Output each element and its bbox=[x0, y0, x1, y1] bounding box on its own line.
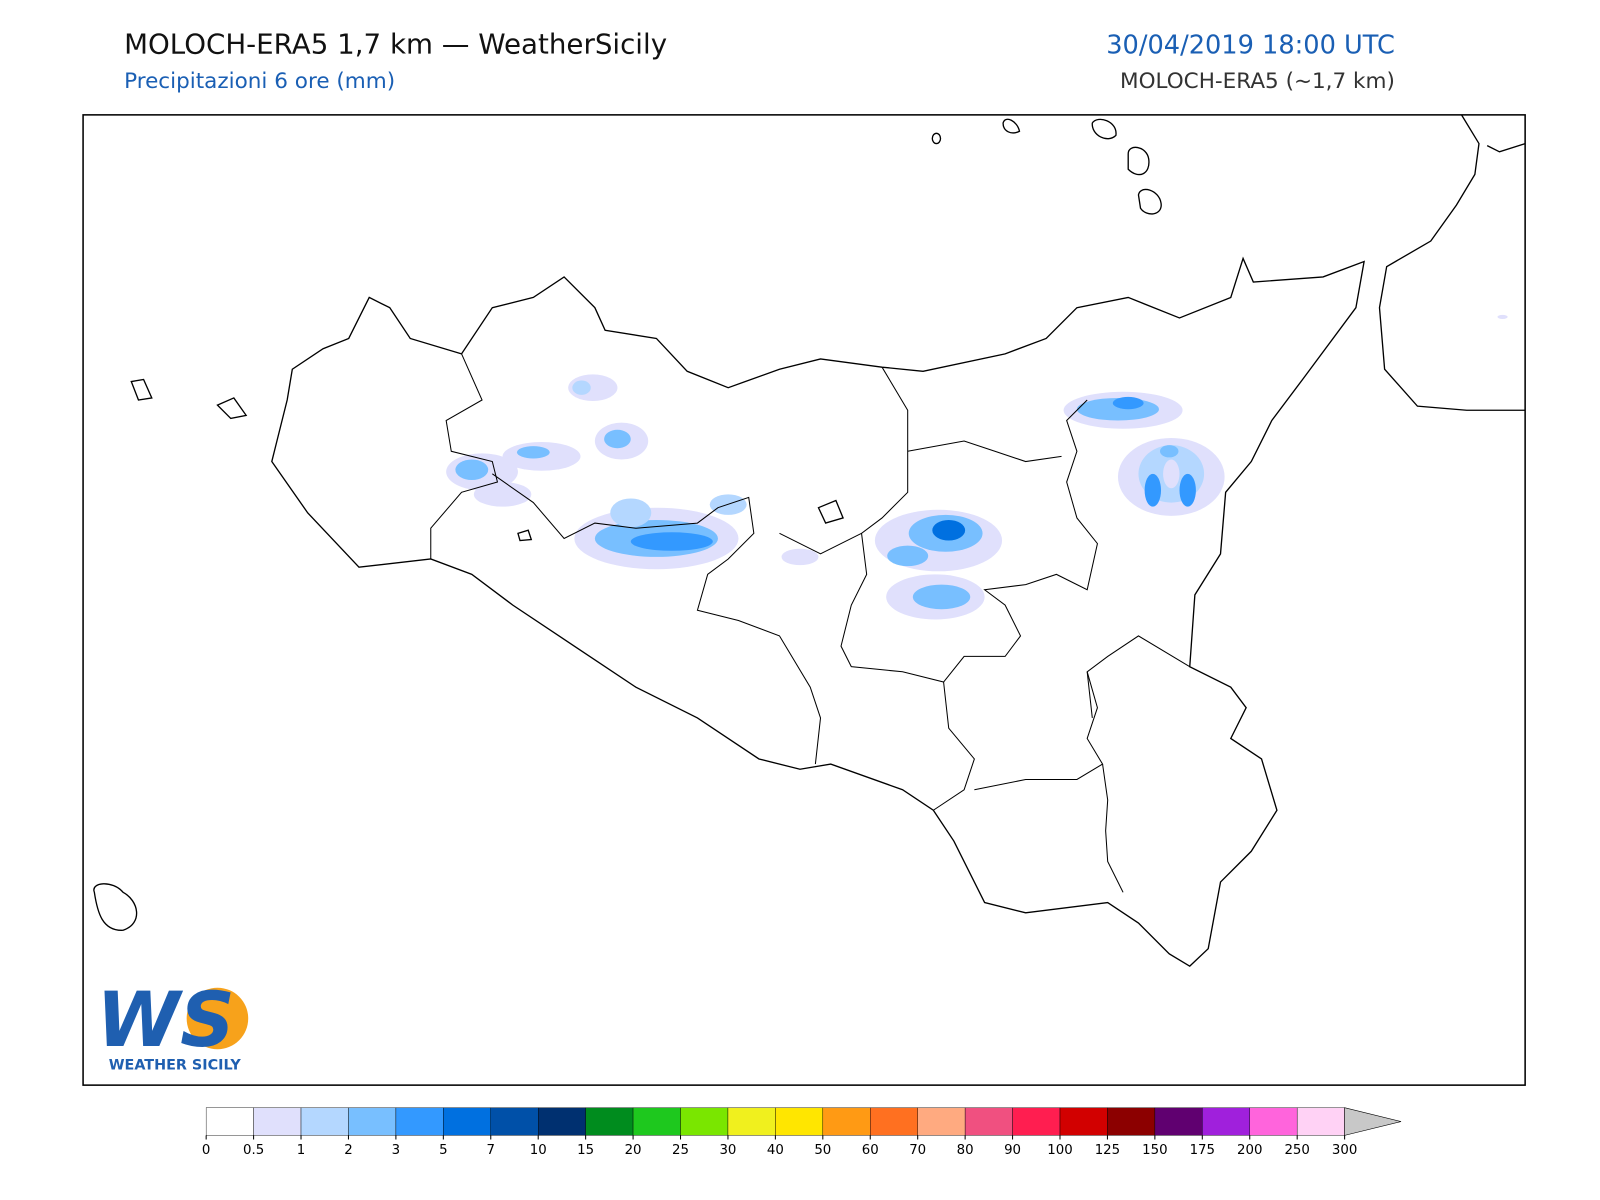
colorbar-segment bbox=[632, 1107, 681, 1136]
colorbar-tick-label: 15 bbox=[577, 1143, 594, 1158]
colorbar-segment bbox=[727, 1107, 776, 1136]
precipitation bbox=[446, 314, 1508, 620]
colorbar-tick-label: 175 bbox=[1190, 1143, 1215, 1158]
colorbar-tick-label: 2 bbox=[344, 1143, 352, 1158]
logo: WS WEATHER SICILY bbox=[96, 976, 249, 1074]
colorbar-tick-label: 80 bbox=[957, 1143, 974, 1158]
colorbar-tick-label: 20 bbox=[625, 1143, 642, 1158]
colorbar-segment bbox=[1154, 1107, 1203, 1136]
colorbar-tick-label: 1 bbox=[297, 1143, 305, 1158]
colorbar-tick-label: 5 bbox=[439, 1143, 447, 1158]
logo-mark: WS bbox=[96, 976, 234, 1064]
colorbar-segment bbox=[1059, 1107, 1108, 1136]
colorbar-segment bbox=[300, 1107, 349, 1136]
colorbar-tick-label: 0.5 bbox=[243, 1143, 264, 1158]
colorbar-tick-label: 7 bbox=[487, 1143, 495, 1158]
logo-text: WEATHER SICILY bbox=[109, 1058, 242, 1074]
colorbar-tick-label: 250 bbox=[1284, 1143, 1309, 1158]
colorbar-segment bbox=[538, 1107, 586, 1136]
colorbar-segment bbox=[1202, 1107, 1250, 1136]
colorbar-tick-label: 70 bbox=[909, 1143, 926, 1158]
colorbar-segment bbox=[585, 1107, 634, 1136]
colorbar-segment bbox=[395, 1107, 444, 1136]
colorbar-tick-label: 60 bbox=[862, 1143, 879, 1158]
map-frame bbox=[82, 114, 1526, 1086]
province-borders bbox=[430, 353, 1191, 893]
colorbar-tick-label: 50 bbox=[814, 1143, 831, 1158]
model-label: MOLOCH-ERA5 (~1,7 km) bbox=[1120, 69, 1395, 94]
colorbar-tick-label: 0 bbox=[202, 1143, 210, 1158]
datetime: 30/04/2019 18:00 UTC bbox=[1106, 30, 1395, 60]
colorbar-segment bbox=[917, 1107, 966, 1136]
colorbar-segment bbox=[1296, 1107, 1345, 1136]
colorbar-segment bbox=[822, 1107, 871, 1136]
colorbar-segment bbox=[253, 1107, 302, 1136]
colorbar-tick-label: 10 bbox=[530, 1143, 547, 1158]
colorbar-segment bbox=[1012, 1107, 1061, 1136]
colorbar-tick-label: 90 bbox=[1004, 1143, 1021, 1158]
colorbar-segment bbox=[348, 1107, 397, 1136]
colorbar-extension bbox=[1344, 1107, 1402, 1136]
colorbar: 0 0.5 1 2 3 5 7 10 15 20 25 30 40 50 60 70 80 90 100 125 150… bbox=[202, 1107, 1402, 1158]
colorbar-tick-label: 125 bbox=[1095, 1143, 1120, 1158]
title: MOLOCH-ERA5 1,7 km — WeatherSicily bbox=[124, 27, 667, 60]
colorbar-segment bbox=[680, 1107, 729, 1136]
colorbar-segment bbox=[490, 1107, 539, 1136]
colorbar-segment bbox=[964, 1107, 1013, 1136]
colorbar-segment bbox=[870, 1107, 918, 1136]
colorbar-tick-label: 30 bbox=[719, 1143, 736, 1158]
coastline bbox=[93, 114, 1526, 967]
colorbar-segment bbox=[205, 1107, 254, 1136]
colorbar-tick-label: 150 bbox=[1142, 1143, 1167, 1158]
colorbar-tick-label: 100 bbox=[1047, 1143, 1072, 1158]
colorbar-segment bbox=[775, 1107, 824, 1136]
subtitle: Precipitazioni 6 ore (mm) bbox=[124, 69, 395, 94]
colorbar-segment bbox=[1107, 1107, 1156, 1136]
colorbar-tick-label: 300 bbox=[1332, 1143, 1357, 1158]
colorbar-tick-label: 200 bbox=[1237, 1143, 1262, 1158]
colorbar-segment bbox=[443, 1107, 491, 1136]
colorbar-segment bbox=[1249, 1107, 1298, 1136]
colorbar-tick-label: 3 bbox=[392, 1143, 400, 1158]
colorbar-tick-label: 40 bbox=[767, 1143, 784, 1158]
colorbar-tick-label: 25 bbox=[672, 1143, 689, 1158]
